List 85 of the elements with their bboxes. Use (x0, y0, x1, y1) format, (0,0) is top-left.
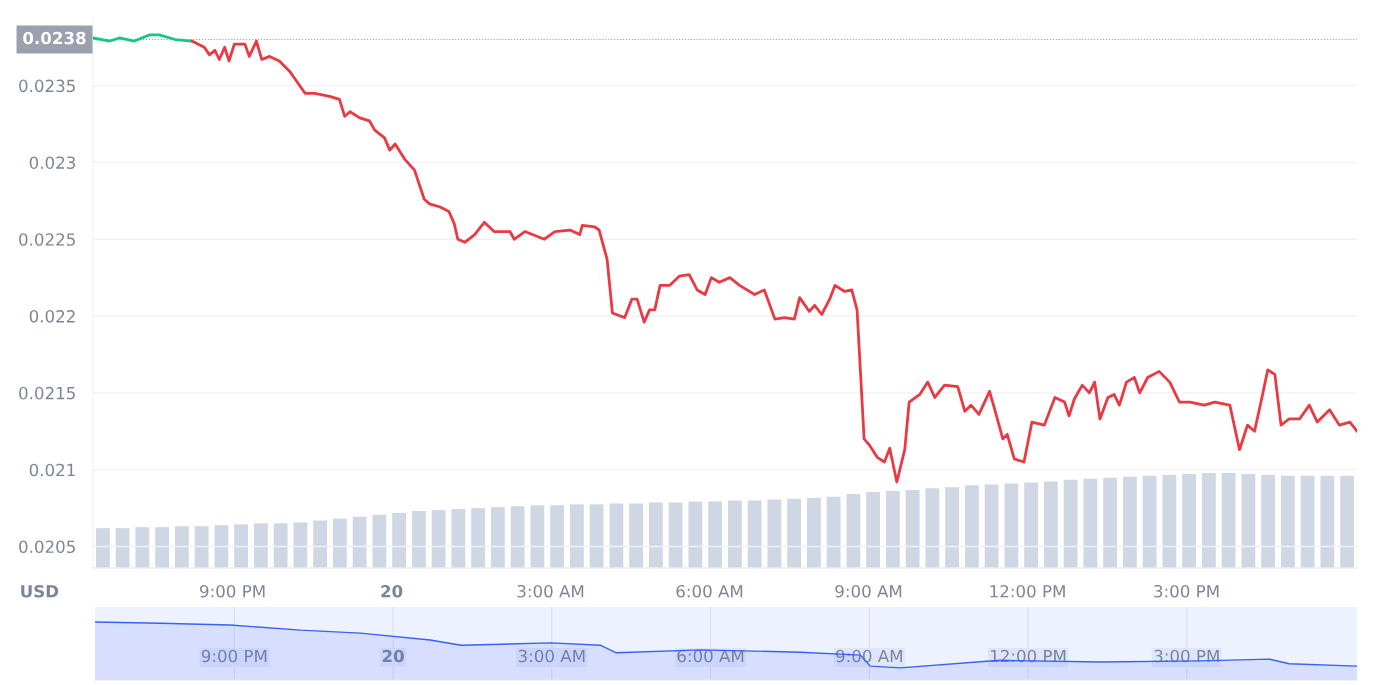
bar (1300, 475, 1315, 568)
bar (194, 526, 209, 568)
x-tick-label: 20 (382, 649, 404, 663)
bar (550, 505, 565, 568)
y-tick-label: 0.0225 (19, 233, 75, 246)
bar (1201, 473, 1216, 568)
bar (253, 523, 268, 568)
bar (1182, 473, 1197, 568)
bar (1004, 483, 1019, 568)
x-tick-label: 9:00 PM (201, 649, 267, 663)
bar (905, 490, 920, 568)
x-tick-label: 6:00 AM (676, 584, 743, 598)
bar (589, 504, 604, 568)
y-tick-label: 0.021 (29, 463, 75, 477)
bar (688, 501, 703, 568)
x-tick-label: 9:00 PM (200, 584, 265, 598)
bar (332, 518, 347, 568)
bar (273, 523, 288, 568)
bar (135, 527, 150, 568)
bar (1103, 477, 1118, 568)
bar (1142, 475, 1157, 568)
bar (451, 509, 466, 568)
x-tick-label: 3:00 PM (1154, 584, 1219, 598)
bar (1280, 475, 1295, 568)
ref-line-label: 0.0238 (23, 31, 86, 45)
x-tick-label: 9:00 AM (835, 584, 902, 598)
bar (787, 498, 802, 568)
bar (115, 528, 130, 568)
bar (609, 503, 624, 568)
y-tick-label: 0.0215 (19, 386, 75, 400)
bar (945, 487, 960, 568)
bar (747, 500, 762, 568)
x-tick-label: 3:00 AM (518, 649, 585, 663)
bar (806, 497, 821, 568)
bar (1043, 481, 1058, 568)
bar (668, 502, 683, 568)
bar (846, 493, 861, 568)
bar (727, 500, 742, 568)
bar (155, 527, 170, 568)
bar (471, 508, 486, 568)
x-tick-label: 12:00 PM (990, 584, 1065, 598)
bar (1024, 482, 1039, 568)
bar (964, 485, 979, 568)
bar (885, 491, 900, 568)
x-tick-label: 20 (381, 584, 403, 598)
x-tick-label: 3:00 AM (517, 584, 584, 598)
bar (925, 488, 940, 568)
bar (372, 514, 387, 568)
bar (1083, 478, 1098, 568)
y-tick-label: 0.0205 (19, 540, 75, 554)
bar (234, 524, 249, 568)
bar (1340, 475, 1355, 568)
x-tick-label: 12:00 PM (991, 649, 1066, 663)
bar (1221, 473, 1236, 568)
bar (214, 525, 229, 568)
bar (352, 516, 367, 568)
bar (510, 506, 525, 568)
bar (1122, 476, 1137, 568)
bar (648, 502, 663, 568)
bar (392, 512, 407, 568)
bar (866, 492, 881, 568)
bar (984, 484, 999, 568)
bar (313, 520, 328, 568)
y-tick-label: 0.023 (29, 156, 75, 169)
bar (174, 526, 189, 568)
y-tick-label: 0.022 (29, 310, 75, 323)
bar (431, 510, 446, 568)
bar (569, 504, 584, 568)
bar (1261, 474, 1276, 568)
bar (767, 499, 782, 568)
bar (629, 503, 644, 568)
bar (1320, 475, 1335, 568)
bar (490, 507, 505, 568)
y-tick-label: 0.0235 (19, 79, 75, 93)
bar (1241, 473, 1256, 568)
y-axis-title: USD (21, 584, 59, 598)
bar (411, 511, 426, 568)
bar (293, 522, 308, 568)
bar (1162, 474, 1177, 568)
bar (530, 505, 545, 568)
bar (826, 496, 841, 568)
bar (708, 501, 723, 568)
x-tick-label: 6:00 AM (677, 649, 744, 663)
bar (1063, 479, 1078, 568)
bar (95, 528, 110, 568)
